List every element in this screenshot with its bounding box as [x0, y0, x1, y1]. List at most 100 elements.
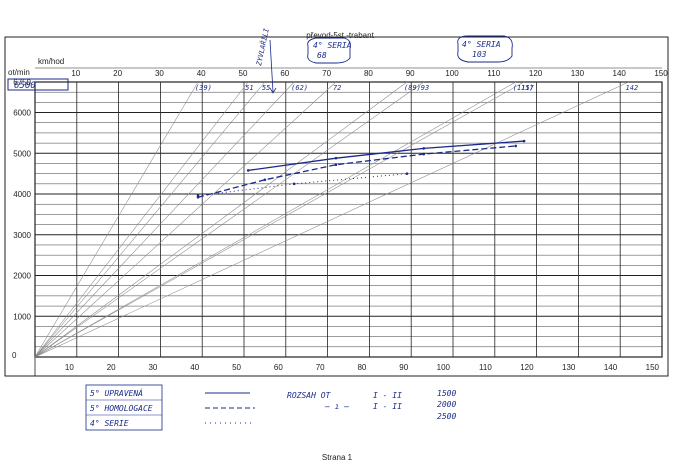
x-tick-label-bottom: 110: [479, 363, 492, 372]
page-footer: Strana 1: [322, 453, 353, 462]
series-point: [334, 156, 338, 160]
gear-ray: [34, 81, 516, 358]
serie-note-1: 4° SERIA 68: [307, 37, 352, 64]
y-tick-label: 6000: [13, 109, 31, 118]
series-point: [263, 178, 267, 182]
origin-label: 0: [12, 351, 17, 360]
vertical-note-arrow: [269, 39, 274, 93]
series-point: [196, 194, 200, 197]
ray-label: 72: [333, 84, 341, 92]
rpm-box-value: 6500: [14, 81, 36, 91]
gear-ray: [34, 81, 337, 358]
y-tick-label: 4000: [13, 190, 31, 199]
x-tick-label-top: 10: [71, 69, 80, 78]
range-row-3-value: 2500: [437, 412, 456, 421]
legend-item-1-label: 5° UPRAVENÁ: [90, 387, 143, 398]
ray-label: 117: [521, 84, 534, 92]
series-point: [405, 172, 409, 175]
rpm-box: [7, 78, 69, 91]
x-tick-labels-bottom: 10 20 30 40 50 60 70 80 90 100 110 120 130 140 150: [65, 363, 660, 372]
rpm-unit-label: ot/min: [8, 68, 30, 77]
x-tick-label-top: 20: [113, 69, 122, 78]
x-tick-label-bottom: 140: [604, 363, 618, 372]
y-tick-label: 2000: [13, 272, 31, 281]
x-tick-label-bottom: 90: [399, 363, 408, 372]
serie-note-2-label: 4° SERIA: [462, 40, 501, 49]
x-tick-label-top: 50: [239, 69, 248, 78]
x-tick-label-bottom: 40: [190, 363, 199, 372]
serie-note-2: 4° SERIA 103: [457, 35, 513, 63]
legend-box: [85, 384, 163, 431]
y-tick-label: 5000: [13, 149, 31, 158]
x-tick-label-top: 100: [445, 69, 459, 78]
range-row-2-gear: I - II: [373, 402, 402, 411]
ray-label: (39): [195, 84, 212, 92]
range-row-2-value: 2000: [437, 400, 456, 409]
gear-ray: [34, 81, 408, 358]
x-tick-label-bottom: 130: [562, 363, 576, 372]
gear-ray: [34, 81, 525, 358]
x-tick-label-bottom: 150: [646, 363, 660, 372]
legend-item-2-label: 5° HOMOLOGACE: [90, 404, 153, 413]
series-point: [422, 152, 426, 156]
x-tick-label-bottom: 30: [148, 363, 157, 372]
series-point: [522, 139, 526, 143]
series-point: [514, 144, 517, 148]
ray-label: (89): [404, 84, 421, 92]
x-tick-label-top: 140: [613, 69, 627, 78]
serie-note-1-value: 68: [317, 51, 327, 60]
outer-frame: [4, 36, 669, 377]
chart-title: převod-5st.-trabant: [306, 31, 374, 40]
range-row-1-gear: I - II: [373, 391, 402, 400]
gear-rays: [34, 81, 629, 358]
x-tick-label-top: 150: [654, 69, 668, 78]
ray-label: (62): [291, 84, 308, 92]
x-tick-label-bottom: 120: [520, 363, 534, 372]
series-line: [197, 145, 516, 198]
y-tick-label: 1000: [13, 312, 31, 321]
ray-label: 55: [262, 84, 270, 92]
ray-label: (115): [513, 84, 534, 92]
x-tick-label-bottom: 10: [65, 363, 74, 372]
gear-ray: [34, 81, 249, 358]
speed-unit-label: km/hod: [38, 57, 64, 66]
x-tick-label-top: 110: [487, 69, 500, 78]
series-line: [248, 140, 525, 172]
x-tick-label-bottom: 20: [107, 363, 116, 372]
x-tick-labels-top: 10 20 30 40 50 60 70 80 90 100 110 120 130 140 150: [71, 69, 668, 78]
x-tick-label-bottom: 100: [437, 363, 451, 372]
x-tick-label-top: 60: [280, 69, 289, 78]
gear-ray: [34, 81, 629, 358]
x-tick-label-bottom: 50: [232, 363, 241, 372]
range-ditto-mark: — ı —: [324, 402, 349, 411]
gear-ray: [34, 81, 424, 358]
grid: [34, 67, 663, 376]
gear-ray: [34, 81, 199, 358]
legend-item-3-label: 4° SERIE: [90, 419, 129, 428]
series-point: [422, 147, 426, 150]
ray-label: 142: [626, 84, 639, 92]
y-tick-label: 6750: [13, 78, 31, 87]
x-tick-label-bottom: 60: [274, 363, 283, 372]
x-tick-label-top: 70: [322, 69, 331, 78]
vertical-note-text: ZYVLAŘILI: [254, 27, 271, 68]
serie-note-1-label: 4° SERIA: [313, 41, 352, 50]
x-tick-label-bottom: 80: [357, 363, 366, 372]
series-line: [197, 173, 408, 197]
serie-note-2-value: 103: [472, 50, 487, 59]
legend: 5° UPRAVENÁ 5° HOMOLOGACE 4° SERIE: [85, 384, 255, 431]
plot-frame: [34, 81, 663, 358]
x-tick-label-top: 130: [571, 69, 585, 78]
rpm-range-note: ROZSAH OT I - II 1500 I - II 2000 2500 —…: [287, 389, 456, 421]
x-tick-label-top: 90: [406, 69, 415, 78]
range-title: ROZSAH OT: [287, 391, 332, 400]
x-tick-label-top: 120: [529, 69, 543, 78]
range-row-1-value: 1500: [437, 389, 456, 398]
ray-label: 51: [245, 84, 253, 92]
series: [196, 139, 526, 199]
x-tick-label-top: 30: [155, 69, 164, 78]
y-tick-labels: 1000 2000 3000 4000 5000 6000 6750 0: [12, 78, 32, 360]
x-tick-label-bottom: 70: [316, 363, 325, 372]
x-tick-label-top: 80: [364, 69, 373, 78]
